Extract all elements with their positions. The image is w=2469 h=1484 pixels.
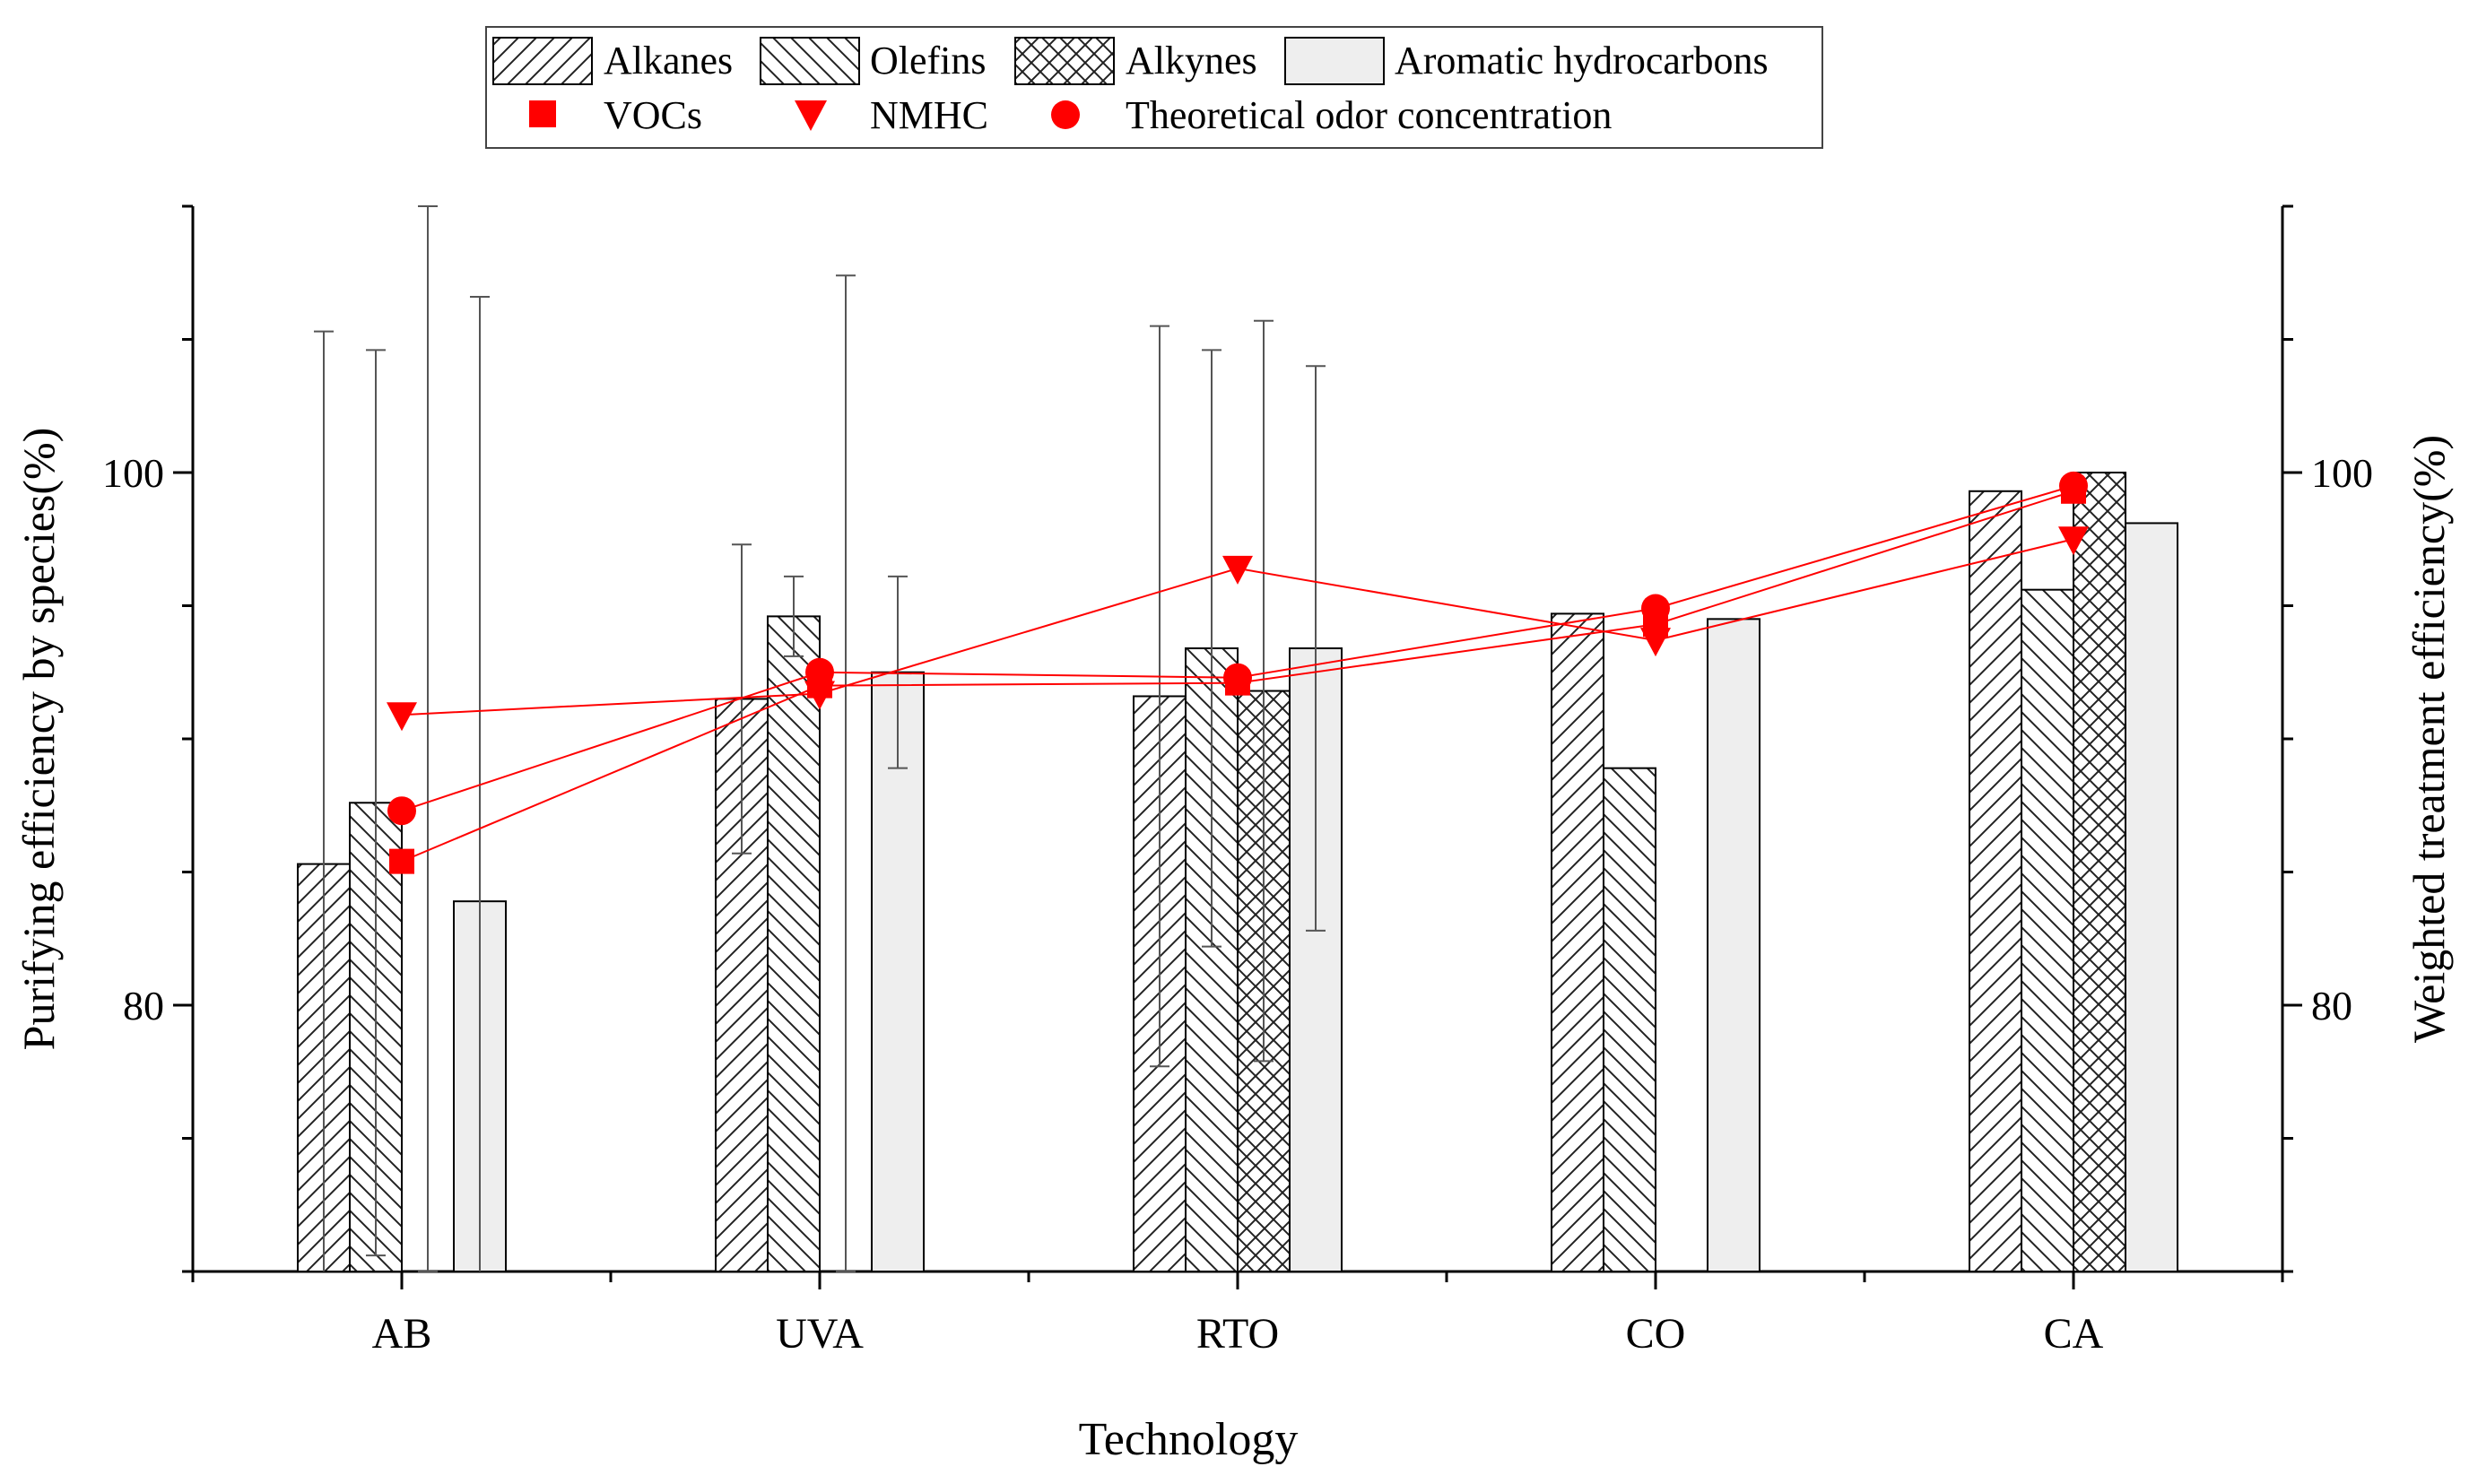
marker-theoretical-odor-concentration-ab: [387, 796, 416, 826]
bar-aromatic-hydrocarbons-uva: [871, 671, 925, 1272]
legend-label-nmhc: NMHC: [870, 93, 988, 137]
y2-tick-label-100: 100: [2311, 450, 2373, 496]
bars-layer: [297, 472, 2178, 1273]
errorbar-extra-uva: [836, 274, 856, 1272]
bar-olefins-ca: [2021, 588, 2074, 1272]
legend-marker-nmhc: [795, 100, 827, 131]
errorbar-alkanes-rto: [1150, 325, 1169, 1068]
x-tick-label-rto: RTO: [1196, 1310, 1279, 1358]
x-tick-label-co: CO: [1626, 1310, 1686, 1358]
y-tick-label-100: 100: [102, 450, 164, 496]
errorbar-alkynes-rto: [1254, 319, 1274, 1063]
x-tick-label-ab: AB: [372, 1310, 432, 1358]
bar-alkanes-co: [1551, 612, 1604, 1272]
errorbar-olefins-uva: [784, 575, 804, 657]
y-tick-label-80: 80: [123, 983, 164, 1028]
x-axis-title: Technology: [1079, 1414, 1299, 1465]
marker-nmhc-uva: [804, 681, 835, 710]
legend-label-aromatic: Aromatic hydrocarbons: [1395, 39, 1769, 82]
marker-vocs-ab: [389, 848, 414, 874]
bar-alkanes-ca: [1969, 490, 2022, 1272]
bar-alkynes-ca: [2073, 472, 2126, 1272]
x-tick-label-ca: CA: [2044, 1310, 2104, 1358]
legend: Alkanes Olefins Alkynes Aromatic hydroca…: [485, 26, 1823, 149]
bar-olefins-co: [1603, 767, 1656, 1272]
y2-axis-title: Weighted treatment efficiency(%): [2404, 435, 2454, 1043]
y2-tick-label-80: 80: [2311, 983, 2352, 1028]
legend-swatch-alkynes: [1014, 37, 1115, 85]
marker-nmhc-ca: [2058, 526, 2089, 556]
markers-layer: [387, 471, 2089, 874]
errorbar-aromatic-hydrocarbons-rto: [1306, 365, 1326, 932]
errorbar-aromatic-hydrocarbons-uva: [888, 575, 908, 769]
marker-theoretical-odor-concentration-ca: [2059, 471, 2088, 500]
legend-frame: [485, 26, 1823, 149]
marker-nmhc-rto: [1222, 555, 1253, 585]
legend-label-alkynes: Alkynes: [1126, 39, 1257, 82]
errorbar-extra-ab: [418, 205, 438, 1272]
x-tick-label-uva: UVA: [776, 1310, 864, 1358]
y-axis-title: Purifying efficiency by species(%): [13, 428, 64, 1051]
legend-swatch-alkanes: [492, 37, 593, 85]
marker-theoretical-odor-concentration-co: [1641, 594, 1670, 623]
legend-marker-vocs: [529, 100, 556, 127]
marker-theoretical-odor-concentration-uva: [805, 657, 834, 687]
legend-label-alkanes: Alkanes: [604, 39, 733, 82]
legend-label-odor: Theoretical odor concentration: [1126, 93, 1612, 137]
errorbar-alkanes-ab: [314, 330, 334, 1271]
legend-marker-odor: [1051, 100, 1080, 129]
errorbars-layer: [314, 205, 1326, 1272]
ticks-layer: AB UVA RTO CO CA 80 100 80 100: [102, 204, 2373, 1358]
bar-aromatic-hydrocarbons-co: [1707, 618, 1760, 1272]
errorbar-olefins-rto: [1202, 349, 1221, 948]
bar-olefins-uva: [767, 615, 821, 1272]
legend-swatch-olefins: [760, 37, 860, 85]
legend-label-vocs: VOCs: [604, 93, 702, 137]
bar-aromatic-hydrocarbons-ca: [2125, 522, 2178, 1272]
errorbar-olefins-ab: [366, 349, 386, 1257]
marker-nmhc-co: [1640, 628, 1671, 657]
marker-nmhc-ab: [387, 702, 417, 732]
legend-label-olefins: Olefins: [870, 39, 987, 82]
legend-swatch-aromatic: [1284, 37, 1385, 85]
marker-theoretical-odor-concentration-rto: [1223, 663, 1252, 692]
